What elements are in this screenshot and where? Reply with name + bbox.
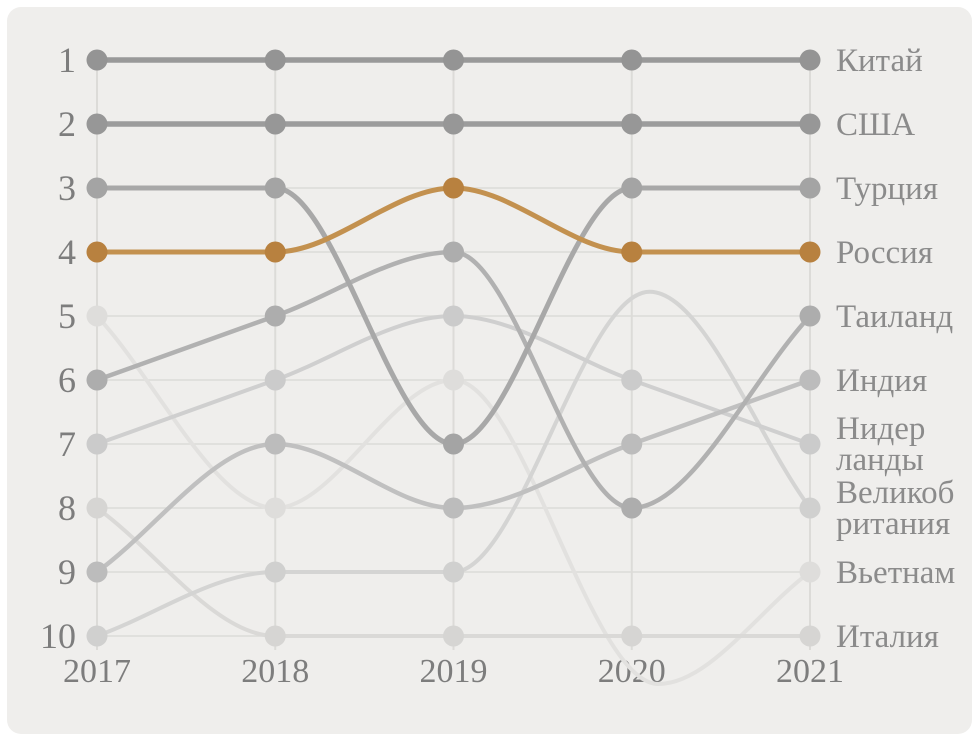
series-dot-Италия-2018 — [264, 625, 286, 647]
series-dot-Китай-2021 — [799, 49, 821, 71]
series-dot-Италия-2017 — [86, 497, 108, 519]
series-dot-Великобритания-2021 — [799, 497, 821, 519]
series-dot-Россия-2020 — [621, 241, 643, 263]
series-dot-Великобритания-2017 — [86, 625, 108, 647]
chart-canvas: 1 2 3 4 5 6 7 8 9 10 2017 2018 2019 2020 2021 Китай США Т… — [7, 7, 972, 734]
year-tick-label: 2017 — [63, 653, 131, 690]
series-dot-Таиланд-2020 — [621, 497, 643, 519]
rank-tick-label: 3 — [58, 168, 76, 208]
series-dot-США-2020 — [621, 113, 643, 135]
series-dot-Индия-2018 — [264, 433, 286, 455]
rank-tick-label: 4 — [58, 232, 76, 272]
series-line-Великобритания — [95, 289, 812, 638]
series-dot-Великобритания-2018 — [264, 561, 286, 583]
country-label-Турция: Турция — [836, 171, 938, 207]
country-label-Италия: Италия — [836, 619, 939, 655]
series-dot-Китай-2020 — [621, 49, 643, 71]
series-dot-Россия-2018 — [264, 241, 286, 263]
country-label-Китай: Китай — [836, 43, 923, 79]
series-dot-Нидерланды-2021 — [799, 433, 821, 455]
series-dot-Россия-2017 — [86, 241, 108, 263]
series-dot-Италия-2019 — [443, 625, 464, 647]
rank-tick-label: 6 — [58, 360, 76, 400]
series-dot-Таиланд-2017 — [86, 369, 108, 391]
series-dot-Индия-2017 — [86, 561, 108, 583]
series-dot-США-2019 — [443, 113, 464, 135]
country-label-Вьетнам: Вьетнам — [836, 555, 955, 591]
rank-tick-label: 10 — [40, 616, 76, 656]
rank-tick-label: 9 — [58, 552, 76, 592]
series-dot-Россия-2021 — [799, 241, 821, 263]
rank-tick-label: 5 — [58, 296, 76, 336]
series-dot-Таиланд-2019 — [443, 241, 464, 263]
series-dot-Нидерланды-2018 — [264, 369, 286, 391]
series-dot-Таиланд-2018 — [264, 305, 286, 327]
series-dot-США-2017 — [86, 113, 108, 135]
series-dot-Китай-2017 — [86, 49, 108, 71]
series-dot-Вьетнам-2021 — [799, 561, 821, 583]
country-label-Россия: Россия — [836, 235, 933, 271]
series-dot-Таиланд-2021 — [799, 305, 821, 327]
country-label-Индия: Индия — [836, 363, 927, 399]
rank-tick-label: 7 — [58, 424, 76, 464]
series-dot-США-2018 — [264, 113, 286, 135]
rank-tick-label: 1 — [58, 40, 76, 80]
rank-tick-label: 2 — [58, 104, 76, 144]
country-label-США: США — [836, 107, 915, 143]
series-dot-Турция-2020 — [621, 177, 643, 199]
series-dot-Индия-2019 — [443, 497, 464, 519]
series-dot-Италия-2020 — [621, 625, 643, 647]
country-label-Таиланд: Таиланд — [836, 299, 953, 335]
series-dot-Нидерланды-2020 — [621, 369, 643, 391]
country-label-Великобритания: Великоб — [836, 475, 954, 511]
country-label-Нидерланды: ланды — [836, 442, 924, 478]
series-dot-Вьетнам-2018 — [264, 497, 286, 519]
year-tick-label: 2018 — [241, 653, 309, 690]
series-dot-Турция-2018 — [264, 177, 286, 199]
series-dot-Китай-2019 — [443, 49, 464, 71]
series-dot-Вьетнам-2019 — [443, 369, 464, 391]
series-dot-Индия-2020 — [621, 433, 643, 455]
country-label-Нидерланды: Нидер — [836, 411, 925, 447]
country-label-Великобритания: ритания — [836, 506, 950, 542]
series-dot-Индия-2021 — [799, 369, 821, 391]
series-dot-Вьетнам-2017 — [86, 305, 108, 327]
series-dot-Турция-2019 — [443, 433, 464, 455]
series-dot-Россия-2019 — [443, 177, 464, 199]
series-dot-Турция-2021 — [799, 177, 821, 199]
series-dot-Китай-2018 — [264, 49, 286, 71]
series-dot-Нидерланды-2017 — [86, 433, 108, 455]
rank-tick-label: 8 — [58, 488, 76, 528]
series-dot-США-2021 — [799, 113, 821, 135]
year-tick-label: 2021 — [776, 653, 844, 690]
year-tick-label: 2019 — [420, 653, 488, 690]
series-dot-Великобритания-2019 — [443, 561, 464, 583]
series-line-Таиланд — [94, 249, 813, 511]
series-dot-Турция-2017 — [86, 177, 108, 199]
series-dot-Италия-2021 — [799, 625, 821, 647]
series-dot-Нидерланды-2019 — [443, 305, 464, 327]
